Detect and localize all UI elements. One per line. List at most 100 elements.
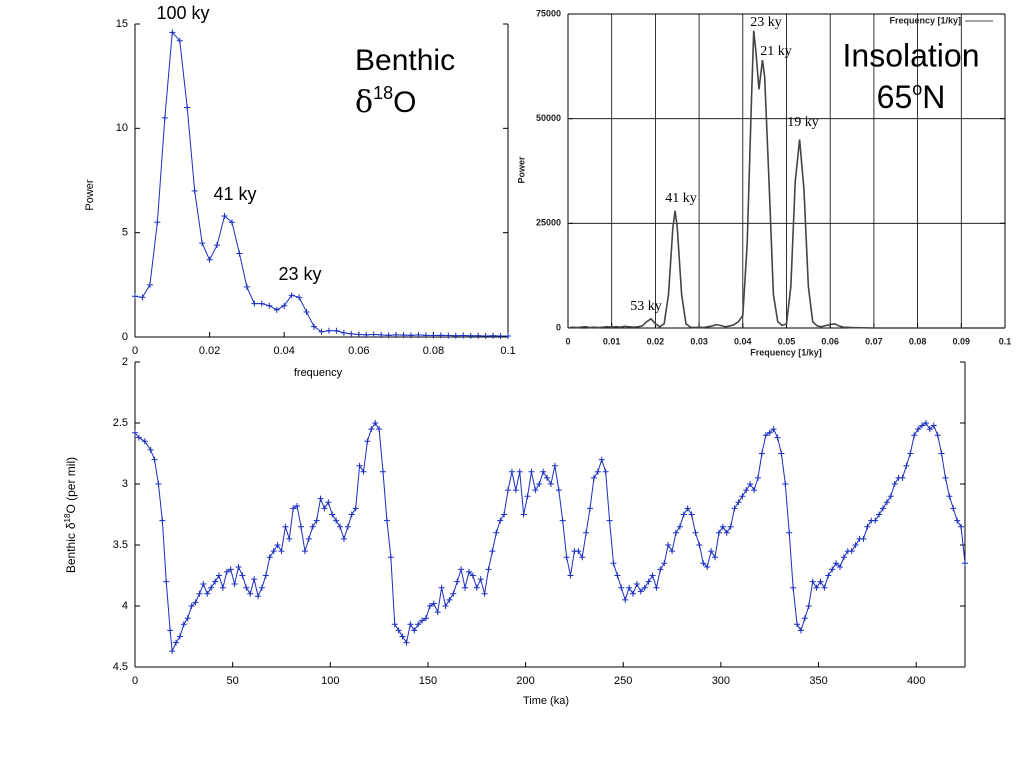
data-point <box>532 487 539 494</box>
data-point <box>301 548 308 555</box>
data-point <box>258 300 265 307</box>
x-tick-label: 0.07 <box>865 336 883 346</box>
data-point <box>454 578 461 585</box>
data-point <box>317 495 324 502</box>
data-point <box>641 584 648 591</box>
data-point <box>460 332 467 339</box>
data-point <box>903 462 910 469</box>
data-point <box>739 493 746 500</box>
data-point <box>672 529 679 536</box>
data-point <box>950 505 957 512</box>
data-point <box>907 450 914 457</box>
chart-title: Benthic <box>355 44 455 77</box>
data-point <box>633 581 640 588</box>
data-point <box>286 535 293 542</box>
data-point <box>247 590 254 597</box>
data-point <box>754 474 761 481</box>
data-point <box>813 584 820 591</box>
data-point <box>809 578 816 585</box>
x-tick-label: 0 <box>132 345 138 357</box>
x-tick-label: 0 <box>132 675 138 687</box>
data-point <box>778 450 785 457</box>
data-point <box>598 456 605 463</box>
data-point <box>567 572 574 579</box>
data-point <box>657 566 664 573</box>
data-point <box>364 438 371 445</box>
y-tick-label: 0 <box>556 322 561 332</box>
data-point <box>575 548 582 555</box>
annotation: 23 ky <box>750 15 782 30</box>
chart-title-part: 18 <box>373 83 393 103</box>
data-point <box>208 584 215 591</box>
data-point <box>829 566 836 573</box>
data-point <box>422 615 429 622</box>
data-point <box>891 481 898 487</box>
data-point <box>426 603 433 609</box>
data-point <box>236 250 243 257</box>
x-axis-label: frequency <box>294 367 343 379</box>
data-point <box>692 529 699 536</box>
data-point <box>184 104 191 111</box>
data-point <box>344 523 351 530</box>
data-point <box>622 596 629 603</box>
chart-title-part: 65 <box>877 79 913 115</box>
data-point <box>188 603 195 609</box>
data-point <box>485 566 492 573</box>
data-point <box>883 499 890 506</box>
data-point <box>637 588 644 595</box>
data-point <box>450 590 457 597</box>
data-point <box>400 332 407 339</box>
data-point <box>141 438 148 445</box>
data-point <box>239 572 246 579</box>
data-point <box>731 505 738 512</box>
data-point <box>214 242 221 249</box>
y-axis-label-part: 18 <box>63 513 72 522</box>
chart-title: Insolation <box>843 37 980 73</box>
data-point <box>325 327 332 334</box>
data-point <box>360 468 367 475</box>
data-point <box>155 481 162 487</box>
data-point <box>270 548 277 555</box>
data-point <box>743 487 750 494</box>
data-point <box>876 511 883 518</box>
x-tick-label: 0.02 <box>199 345 220 357</box>
data-point <box>305 535 312 542</box>
data-point <box>594 468 601 475</box>
x-tick-label: 0 <box>565 336 570 346</box>
data-point <box>465 568 472 575</box>
data-point <box>437 332 444 339</box>
y-tick-label: 2 <box>122 356 128 368</box>
data-point <box>926 426 933 433</box>
data-point <box>833 560 840 567</box>
data-point <box>508 468 515 475</box>
data-point <box>825 572 832 579</box>
chart-title-part: δ <box>355 85 373 120</box>
data-point <box>281 302 288 309</box>
data-point <box>258 584 265 591</box>
data-point <box>797 627 804 634</box>
data-point <box>251 576 258 583</box>
data-point <box>669 548 676 555</box>
data-point <box>227 566 234 573</box>
y-axis-label-part: Benthic <box>64 533 78 573</box>
data-point <box>313 517 320 524</box>
x-tick-label: 350 <box>809 675 827 687</box>
data-point <box>887 493 894 500</box>
data-point <box>626 584 633 591</box>
y-tick-label: 5 <box>122 227 128 239</box>
data-line <box>134 422 966 654</box>
data-point <box>204 590 211 597</box>
x-tick-label: 200 <box>516 675 534 687</box>
data-point <box>467 332 474 339</box>
data-point <box>159 517 166 524</box>
data-point <box>469 572 476 579</box>
data-point <box>938 450 945 457</box>
data-point <box>700 560 707 567</box>
data-point <box>879 505 886 512</box>
data-point <box>176 633 183 640</box>
x-tick-label: 0.03 <box>690 336 708 346</box>
data-point <box>618 584 625 591</box>
data-point <box>786 529 793 536</box>
data-point <box>524 493 531 500</box>
data-point <box>528 468 535 475</box>
